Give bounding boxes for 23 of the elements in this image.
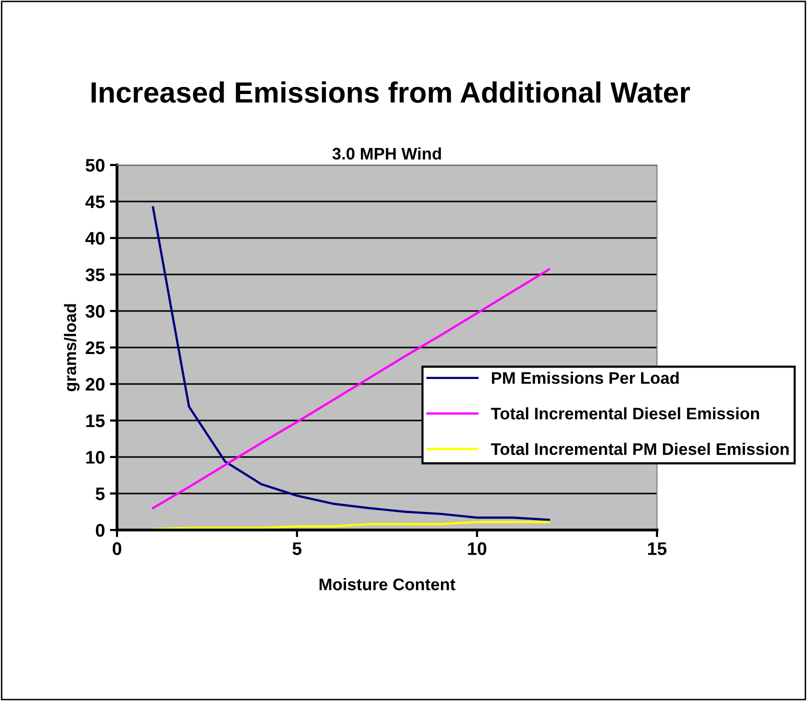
legend-label: Total Incremental Diesel Emission [491,407,760,420]
x-axis-title: Moisture Content [320,578,456,590]
x-tick-label: 15 [648,542,667,556]
y-tick-label: 10 [86,450,104,464]
y-tick-label: 5 [96,488,105,500]
chart-subtitle: 3.0 MPH Wind [332,147,441,160]
y-tick-label: 20 [86,378,104,391]
x-tick-label: 0 [112,542,122,556]
chart-title: Increased Emissions from Additional Water [92,81,690,103]
y-tick-label: 45 [85,196,105,208]
y-axis-title: grams/load [64,304,80,392]
x-tick-label: 5 [292,542,302,556]
y-tick-label: 35 [86,268,105,282]
legend-label: Total Incremental PM Diesel Emission [491,442,789,456]
legend-label: PM Emissions Per Load [492,372,679,384]
y-tick-label: 25 [86,341,105,354]
y-tick-label: 50 [86,158,104,172]
y-tick-label: 30 [86,304,104,318]
y-tick-label: 0 [96,524,104,537]
x-tick-label: 10 [468,542,486,556]
line-series [152,520,550,530]
y-tick-label: 15 [86,414,105,428]
y-tick-label: 40 [85,232,104,245]
